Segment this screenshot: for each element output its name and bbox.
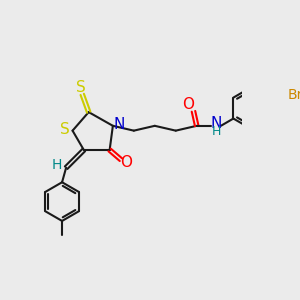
Text: S: S: [60, 122, 70, 137]
Text: N: N: [210, 116, 222, 131]
Text: Br: Br: [288, 88, 300, 102]
Text: O: O: [121, 155, 133, 170]
Text: O: O: [182, 98, 194, 112]
Text: H: H: [51, 158, 62, 172]
Text: N: N: [114, 117, 125, 132]
Text: H: H: [212, 125, 221, 138]
Text: S: S: [76, 80, 85, 94]
